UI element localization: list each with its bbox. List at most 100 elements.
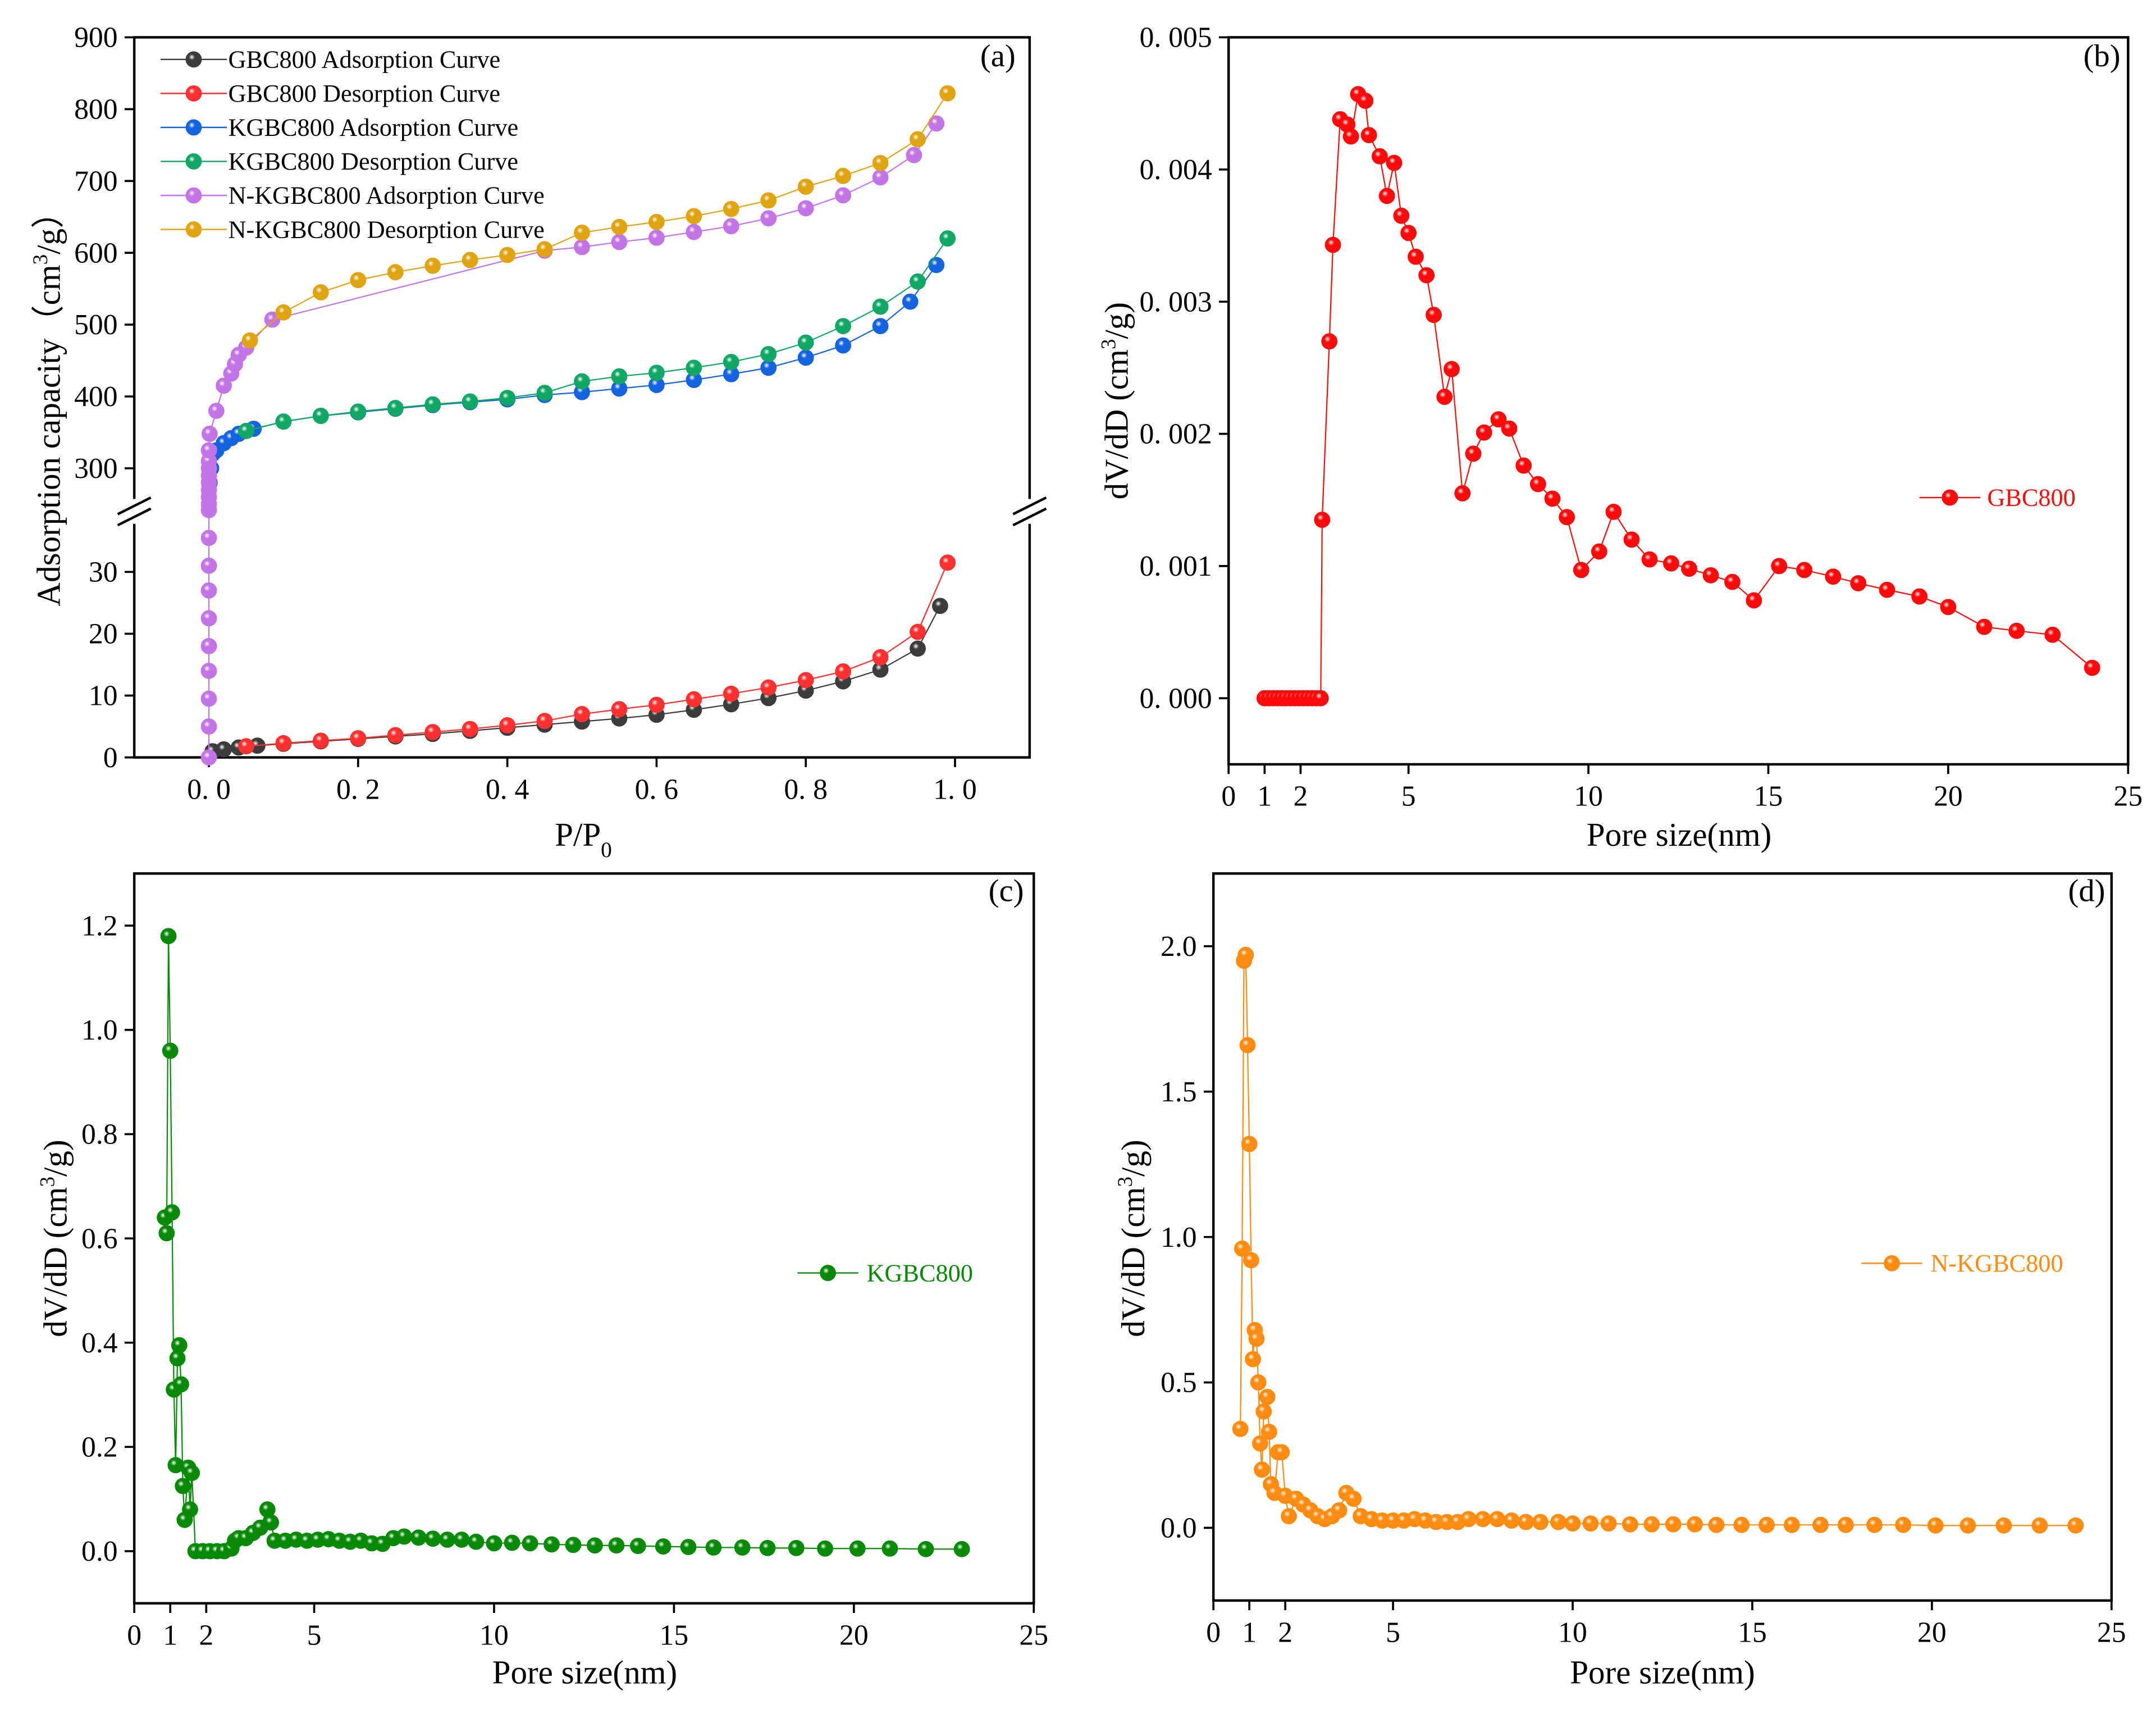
data-point bbox=[462, 252, 478, 268]
axis-break-mark bbox=[117, 507, 152, 527]
data-point bbox=[788, 1539, 805, 1556]
data-point bbox=[902, 293, 919, 310]
x-tick-label: 0. 2 bbox=[336, 773, 380, 805]
data-point bbox=[1771, 558, 1788, 575]
panel-a: 0. 0 0. 2 0. 4 0. 6 0. 8 1. 00102030300400500… bbox=[29, 22, 1049, 862]
legend-marker bbox=[185, 51, 202, 68]
data-point bbox=[797, 672, 814, 689]
data-point bbox=[723, 685, 739, 702]
y-tick-label: 0. 000 bbox=[1140, 682, 1212, 714]
x-tick-label: 0. 8 bbox=[784, 773, 828, 805]
x-tick-label: 0 bbox=[1221, 781, 1236, 813]
data-point bbox=[238, 422, 254, 439]
y-axis-label-part: 3 bbox=[35, 1177, 58, 1187]
data-point bbox=[648, 229, 665, 246]
y-tick-label: 900 bbox=[74, 22, 118, 54]
y-axis-label-part: dV/dD (cm bbox=[37, 1187, 74, 1337]
x-tick-label: 2 bbox=[1278, 1617, 1292, 1649]
y-tick-label: 0. 003 bbox=[1140, 286, 1212, 318]
data-point bbox=[200, 557, 217, 574]
data-point bbox=[797, 179, 814, 195]
x-tick-label: 20 bbox=[1934, 781, 1963, 813]
data-point bbox=[1454, 485, 1471, 502]
data-point bbox=[686, 224, 702, 240]
x-tick-label: 20 bbox=[1917, 1617, 1947, 1649]
data-point bbox=[1259, 1388, 1276, 1405]
y-tick-label: 500 bbox=[74, 309, 118, 341]
data-point bbox=[1372, 148, 1388, 165]
data-point bbox=[587, 1537, 603, 1554]
y-tick-label: 400 bbox=[74, 381, 118, 413]
data-point bbox=[953, 1541, 970, 1557]
legend-label: GBC800 Adsorption Curve bbox=[228, 46, 500, 74]
data-point bbox=[1273, 1444, 1290, 1461]
data-point bbox=[1250, 1374, 1267, 1391]
x-axis-label-part: P/P bbox=[555, 816, 601, 853]
data-point bbox=[1623, 531, 1640, 548]
data-point bbox=[1544, 490, 1561, 507]
data-point bbox=[1582, 1515, 1599, 1532]
data-point bbox=[1605, 503, 1622, 520]
data-point bbox=[1489, 1511, 1506, 1528]
data-point bbox=[1573, 562, 1589, 578]
legend-marker bbox=[185, 119, 202, 136]
data-point bbox=[350, 403, 367, 420]
y-tick-label: 0.6 bbox=[81, 1223, 118, 1255]
data-point bbox=[1418, 267, 1435, 284]
y-tick-label: 0 bbox=[103, 742, 118, 774]
x-tick-label: 0. 6 bbox=[635, 773, 679, 805]
y-tick-label: 0. 001 bbox=[1140, 550, 1212, 582]
data-point bbox=[1796, 562, 1812, 578]
data-point bbox=[1746, 592, 1762, 609]
y-axis-label-part: /g) bbox=[1114, 1140, 1152, 1177]
data-point bbox=[849, 1540, 866, 1557]
data-point bbox=[1248, 1330, 1265, 1347]
data-point bbox=[2008, 622, 2025, 639]
data-point bbox=[1465, 445, 1482, 462]
x-axis-label: P/P0 bbox=[555, 816, 612, 862]
data-point bbox=[1702, 567, 1719, 584]
series-kgbc800: KGBC800 bbox=[157, 928, 973, 1560]
data-point bbox=[906, 147, 922, 163]
data-point bbox=[216, 741, 232, 758]
data-point bbox=[1239, 1037, 1256, 1054]
y-tick-label: 700 bbox=[74, 165, 118, 197]
x-tick-label: 15 bbox=[1754, 781, 1783, 813]
data-point bbox=[1400, 225, 1417, 241]
data-point bbox=[686, 691, 702, 708]
data-point bbox=[468, 1533, 485, 1550]
data-point bbox=[797, 200, 814, 217]
data-point bbox=[462, 721, 478, 737]
data-point bbox=[574, 706, 590, 722]
legend-label: N-KGBC800 bbox=[1930, 1250, 2063, 1277]
x-tick-label: 1. 0 bbox=[933, 773, 977, 805]
y-tick-label: 1.0 bbox=[1161, 1222, 1197, 1254]
data-point bbox=[1342, 128, 1359, 145]
data-point bbox=[1643, 1516, 1660, 1533]
series-kgbc800-desorption-curve: KGBC800 Desorption Curve bbox=[160, 148, 956, 439]
y-tick-label: 600 bbox=[74, 237, 118, 269]
data-point bbox=[686, 359, 702, 376]
y-tick-label: 0. 004 bbox=[1140, 154, 1212, 186]
axis-break-mark bbox=[1012, 496, 1047, 516]
data-point bbox=[1324, 236, 1341, 253]
data-point bbox=[931, 598, 948, 614]
data-point bbox=[723, 200, 739, 217]
x-tick-label: 0. 4 bbox=[486, 773, 529, 805]
y-tick-label: 1.2 bbox=[81, 910, 118, 942]
data-point bbox=[759, 1539, 776, 1556]
x-axis-label-part: Pore size(nm) bbox=[1587, 816, 1772, 853]
y-axis-label-part: 3 bbox=[29, 254, 52, 265]
data-point bbox=[1251, 1435, 1268, 1452]
data-point bbox=[680, 1539, 697, 1555]
data-point bbox=[424, 1530, 441, 1547]
data-point bbox=[1825, 568, 1842, 585]
data-point bbox=[760, 210, 777, 227]
data-point bbox=[1260, 1424, 1277, 1440]
data-point bbox=[1476, 424, 1492, 441]
x-axis-label-part: Pore size(nm) bbox=[492, 1653, 678, 1690]
data-point bbox=[2031, 1517, 2048, 1534]
